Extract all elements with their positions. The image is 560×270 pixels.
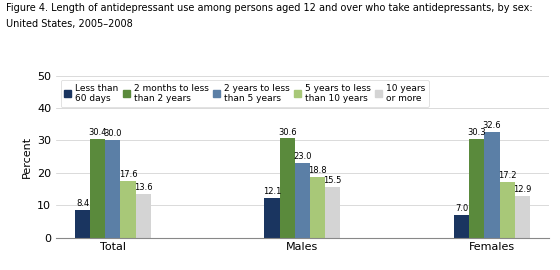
Text: 17.6: 17.6 (119, 170, 137, 179)
Bar (500, 182, 515, 238)
Text: 30.6: 30.6 (278, 127, 297, 137)
Legend: Less than
60 days, 2 months to less
than 2 years, 2 years to less
than 5 years, : Less than 60 days, 2 months to less than… (60, 80, 429, 107)
Bar (90, 139, 105, 238)
Text: 8.4: 8.4 (76, 200, 89, 208)
Y-axis label: Percent: Percent (21, 136, 31, 178)
Text: United States, 2005–2008: United States, 2005–2008 (6, 19, 132, 29)
Bar (120, 181, 136, 238)
Bar (310, 177, 325, 238)
Bar (105, 140, 120, 238)
Text: 15.5: 15.5 (324, 176, 342, 185)
Bar (279, 139, 295, 238)
Text: Figure 4. Length of antidepressant use among persons aged 12 and over who take a: Figure 4. Length of antidepressant use a… (6, 3, 532, 13)
Text: 12.9: 12.9 (513, 185, 531, 194)
Bar (454, 215, 469, 238)
Bar (75, 210, 90, 238)
Bar (515, 196, 530, 238)
Text: 12.1: 12.1 (263, 187, 281, 197)
Bar (325, 187, 340, 238)
Text: 30.0: 30.0 (104, 129, 122, 139)
Bar (295, 163, 310, 238)
Text: 18.8: 18.8 (308, 166, 327, 175)
Text: 30.3: 30.3 (468, 129, 486, 137)
Bar (136, 194, 151, 238)
Bar (264, 198, 279, 238)
Text: 32.6: 32.6 (483, 121, 501, 130)
Text: 23.0: 23.0 (293, 152, 312, 161)
Text: 30.4: 30.4 (88, 128, 107, 137)
Text: 13.6: 13.6 (134, 183, 152, 192)
Text: 7.0: 7.0 (455, 204, 468, 213)
Bar (469, 139, 484, 238)
Text: 17.2: 17.2 (498, 171, 516, 180)
Bar (484, 132, 500, 238)
